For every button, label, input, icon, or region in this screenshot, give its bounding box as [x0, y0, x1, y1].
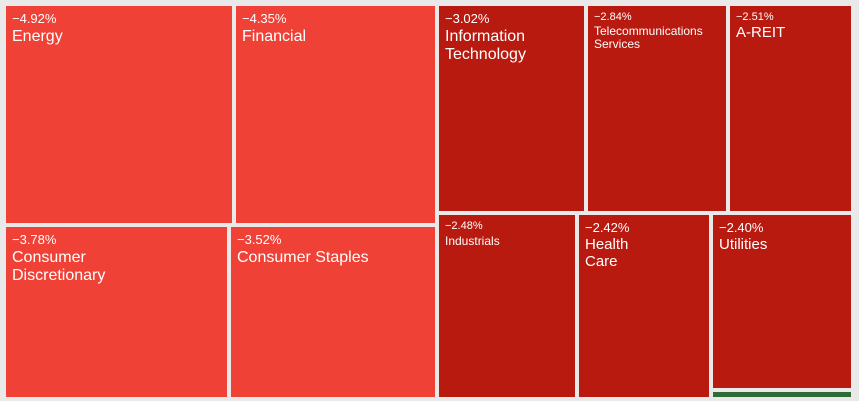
- tile-sector-name-line: Consumer: [12, 249, 86, 266]
- tile-information-technology: −3.02% Information Technology: [437, 4, 586, 213]
- tile-sector-name-line: Care: [585, 252, 618, 270]
- tile-sector-name-line: Consumer Staples: [237, 249, 369, 266]
- tile-sector-name: Information Technology: [445, 28, 526, 64]
- tile-energy: −4.92% Energy: [4, 4, 234, 225]
- tile-sector-name-line: Telecommunications: [594, 24, 703, 38]
- tile-sector-name-line: Energy: [12, 28, 63, 45]
- tile-change-value: −3.02%: [445, 11, 490, 26]
- tile-sector-name-line: Financial: [242, 28, 307, 45]
- tile-sector-name-line: Industrials: [445, 234, 500, 248]
- tile-sector-name-line: Utilities: [719, 236, 768, 253]
- tile-change-value: −2.51%: [736, 11, 774, 23]
- tile-change-value: −3.52%: [237, 232, 282, 247]
- tile-utilities: −2.40% Utilities: [711, 213, 853, 390]
- tile-change-value: −2.84%: [594, 11, 632, 23]
- tile-sector-name-line: Health: [585, 236, 629, 253]
- tile-consumer-discretionary: −3.78% Consumer Discretionary: [4, 225, 229, 399]
- tile-sector-name: A-REIT: [736, 24, 786, 42]
- tile-sector-name: Telecommunications Services: [594, 24, 703, 52]
- tile-sector-name: Energy: [12, 28, 63, 46]
- tile-telecommunications-services: −2.84% Telecommunications Services: [586, 4, 728, 213]
- tile-sector-name: Consumer Discretionary: [12, 249, 105, 285]
- tile-sector-name: Industrials: [445, 234, 500, 248]
- tile-sector-name-line: Services: [594, 37, 641, 52]
- tile-a-reit: −2.51% A-REIT: [728, 4, 853, 213]
- tile-positive-sliver: [711, 390, 853, 399]
- tile-change-value: −2.42%: [585, 220, 630, 235]
- tile-sector-name: Utilities: [719, 236, 768, 254]
- tile-sector-name-line: Information: [445, 28, 526, 45]
- tile-sector-name-line: A-REIT: [736, 24, 786, 41]
- tile-change-value: −2.48%: [445, 220, 483, 232]
- tile-consumer-staples: −3.52% Consumer Staples: [229, 225, 437, 399]
- tile-industrials: −2.48% Industrials: [437, 213, 577, 399]
- tile-change-value: −3.78%: [12, 232, 57, 247]
- tile-sector-name: Consumer Staples: [237, 249, 369, 267]
- tile-change-value: −4.35%: [242, 11, 287, 26]
- tile-sector-name-line: Discretionary: [12, 266, 106, 284]
- tile-change-value: −2.40%: [719, 220, 764, 235]
- tile-sector-name: Financial: [242, 28, 306, 46]
- tile-sector-name: Health Care: [585, 236, 629, 271]
- tile-financial: −4.35% Financial: [234, 4, 437, 225]
- tile-change-value: −4.92%: [12, 11, 57, 26]
- tile-sector-name-line: Technology: [445, 45, 526, 63]
- tile-health-care: −2.42% Health Care: [577, 213, 711, 399]
